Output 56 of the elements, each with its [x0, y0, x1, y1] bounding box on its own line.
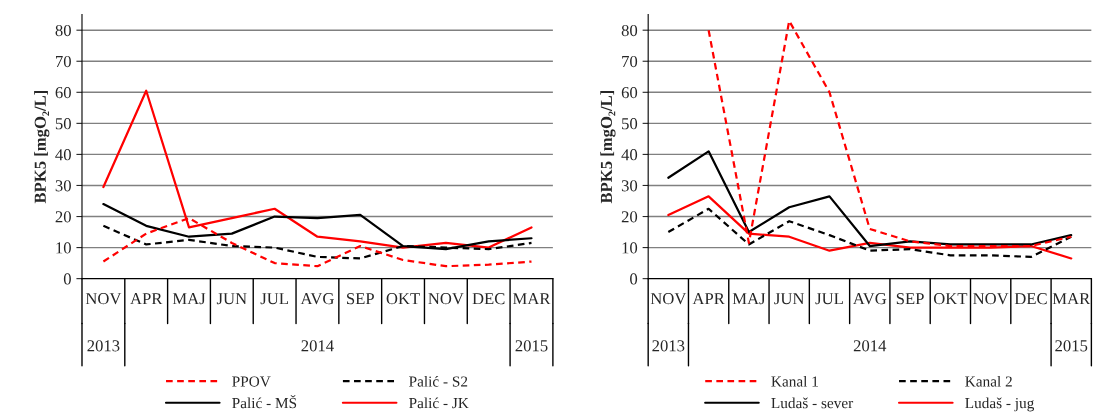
- x-tick-label: MAJ: [732, 293, 766, 305]
- text: 2013: [87, 340, 120, 352]
- x-tick-label: MAR: [1052, 293, 1091, 305]
- legend-label: Palić - S2: [409, 375, 468, 387]
- y-tick-label: 70: [622, 55, 638, 68]
- y-tick-label: 10: [56, 242, 71, 254]
- x-tick-label: OKT: [386, 293, 420, 305]
- y-axis-title: BPK5 [mgO₂/L]: [34, 90, 50, 204]
- text: 2013: [652, 340, 685, 352]
- y-tick-label: 30: [55, 180, 71, 192]
- y-tick-label: 80: [621, 24, 638, 37]
- legend-label: PPOV: [232, 376, 271, 387]
- y-tick-label: 40: [55, 149, 71, 161]
- y-tick-label: 50: [622, 118, 638, 130]
- x-tick-label: SEP: [896, 293, 924, 305]
- y-tick-label: 20: [621, 211, 638, 223]
- text: 2015: [1055, 340, 1088, 352]
- x-tick-label: NOV: [85, 293, 122, 305]
- x-tick-label: JUN: [216, 293, 247, 305]
- x-tick-label: MAJ: [172, 293, 206, 305]
- legend-label: Kanal 2: [965, 375, 1012, 387]
- text: 2014: [853, 340, 887, 352]
- text: 2015: [515, 340, 548, 352]
- x-tick-label: OKT: [933, 293, 968, 305]
- x-tick-label: AVG: [852, 293, 887, 305]
- x-tick-label: DEC: [472, 293, 505, 305]
- legend-label: Ludaš - sever: [771, 397, 854, 409]
- x-tick-label: NOV: [973, 293, 1009, 305]
- y-tick-label: 30: [621, 180, 638, 192]
- x-tick-label: JUN: [774, 293, 805, 305]
- y-tick-label: 0: [630, 273, 638, 285]
- y-tick-label: 50: [55, 118, 71, 130]
- legend-label: Palić - JK: [409, 397, 469, 409]
- x-tick-label: NOV: [428, 293, 464, 305]
- x-tick-label: APR: [692, 293, 725, 305]
- x-tick-label: JUL: [815, 293, 843, 305]
- y-tick-label: 0: [63, 273, 71, 285]
- legend-label: Kanal 1: [771, 375, 818, 387]
- x-tick-label: NOV: [650, 293, 687, 305]
- legend-label: Ludaš - jug: [965, 397, 1035, 412]
- x-tick-label: SEP: [347, 293, 374, 305]
- legend-label: Palić - MŠ: [232, 395, 297, 409]
- y-tick-label: 60: [55, 87, 71, 99]
- y-tick-label: 80: [55, 24, 71, 37]
- y-axis-title: BPK5 [mgO₂/L]: [600, 90, 616, 204]
- y-tick-label: 40: [621, 149, 638, 161]
- y-tick-label: 60: [621, 87, 638, 99]
- y-tick-label: 70: [56, 55, 71, 68]
- y-tick-label: 20: [55, 211, 71, 223]
- x-tick-label: JUL: [260, 293, 288, 305]
- text: 2014: [301, 340, 334, 352]
- x-tick-label: DEC: [1014, 293, 1047, 305]
- x-tick-label: MAR: [512, 293, 551, 305]
- x-tick-label: AVG: [300, 293, 334, 305]
- y-tick-label: 10: [622, 242, 638, 254]
- x-tick-label: APR: [130, 293, 163, 305]
